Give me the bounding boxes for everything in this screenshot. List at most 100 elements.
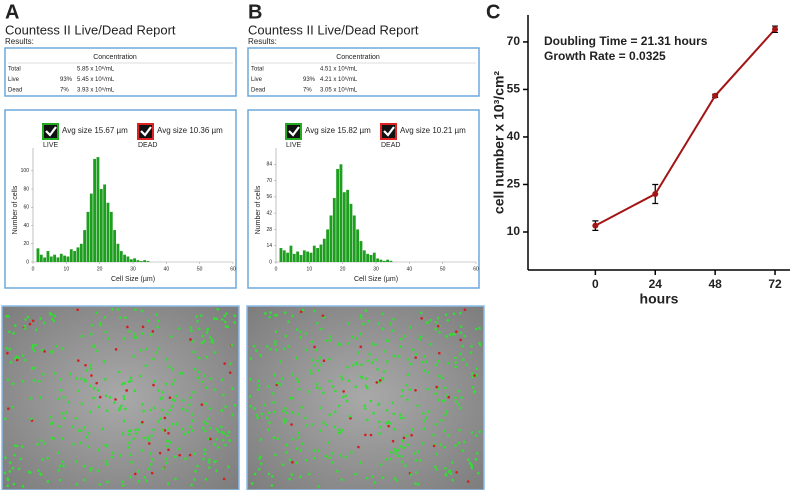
cell-dot [172, 379, 176, 382]
cell-dot [336, 469, 339, 473]
cell-dot [191, 340, 195, 343]
cell-dot [171, 398, 175, 401]
histogram-bar [119, 251, 123, 262]
histogram-bar [352, 215, 356, 262]
cell-dot [124, 407, 127, 411]
cell-dot [419, 459, 422, 462]
cell-dot [305, 348, 308, 352]
cell-dot [368, 352, 371, 356]
cell-dot [8, 461, 12, 464]
cell-dot [9, 360, 13, 364]
cell-dot [342, 390, 345, 393]
cell-dot [150, 434, 154, 437]
histogram-bar [136, 260, 140, 262]
cell-dot [50, 313, 53, 317]
table-cell: 93% [60, 77, 73, 83]
histogram-bar [336, 168, 340, 262]
x-tick-label: 20 [97, 266, 103, 272]
y-axis-label: Number of cells [12, 185, 19, 234]
cell-dot [414, 389, 417, 392]
table-cell: 93% [303, 77, 316, 83]
histogram-bar [126, 256, 130, 262]
cell-dot [363, 404, 367, 407]
cell-dot [459, 338, 462, 342]
cell-dot [394, 452, 397, 455]
cell-dot [299, 449, 302, 452]
cell-dot [225, 312, 228, 315]
cell-dot [454, 365, 458, 369]
cell-dot [447, 395, 451, 399]
cell-dot [414, 356, 417, 359]
cell-dot [444, 466, 447, 470]
cell-dot [249, 357, 253, 360]
histogram-bar [372, 252, 376, 262]
cell-dot [298, 387, 301, 391]
cell-dot [434, 363, 438, 367]
cell-dot [288, 477, 291, 481]
cell-dot [321, 314, 325, 317]
cell-dot [414, 482, 417, 485]
cell-dot [104, 443, 107, 447]
histogram-bar [86, 211, 90, 262]
cell-dot [123, 381, 126, 385]
cell-dot [461, 358, 465, 362]
y-tick-label: 28 [266, 227, 272, 233]
cell-dot [400, 455, 403, 458]
cell-dot [319, 429, 322, 432]
cell-dot [24, 358, 27, 362]
cell-dot [355, 362, 359, 366]
cell-dot [89, 332, 93, 336]
cell-dot [198, 356, 201, 360]
cell-dot [174, 477, 177, 481]
cell-dot [209, 336, 212, 339]
cell-dot [31, 347, 34, 350]
cell-dot [204, 402, 207, 405]
cell-dot [30, 417, 33, 421]
cell-dot [215, 438, 219, 441]
cell-dot [36, 443, 39, 446]
histogram-bar [79, 243, 83, 262]
cell-dot [215, 317, 219, 321]
cell-dot [46, 480, 50, 483]
cell-dot [267, 472, 271, 476]
cell-dot [98, 395, 102, 399]
cell-dot [206, 328, 209, 331]
cell-dot [89, 469, 93, 472]
cell-dot [207, 461, 211, 464]
cell-dot [393, 477, 397, 480]
cell-dot [443, 445, 447, 449]
legend-avg: Avg size 10.36 µm [157, 126, 223, 135]
cell-dot [141, 325, 145, 329]
cell-dot [284, 419, 288, 422]
cell-dot [181, 427, 185, 431]
cell-dot [406, 398, 409, 402]
cell-dot [205, 331, 209, 334]
cell-dot [362, 322, 365, 326]
cell-dot [7, 330, 11, 334]
cell-dot [287, 345, 290, 348]
cell-dot [141, 402, 144, 406]
cell-dot [83, 378, 87, 382]
cell-dot [217, 446, 220, 449]
cell-dot [438, 331, 441, 334]
cell-dot [438, 374, 441, 378]
cell-dot [294, 356, 298, 360]
cell-dot [222, 432, 226, 435]
cell-dot [203, 448, 207, 452]
cell-dot [283, 421, 286, 424]
cell-dot [320, 327, 323, 331]
cell-dot [224, 443, 227, 447]
y-tick-label: 40 [507, 129, 521, 143]
cell-dot [230, 343, 234, 347]
cell-dot [87, 445, 91, 449]
cell-dot [49, 350, 53, 354]
cell-dot [340, 375, 343, 378]
legend-checkbox [285, 123, 302, 140]
cell-dot [400, 460, 404, 464]
cell-dot [213, 351, 217, 354]
cell-dot [177, 447, 181, 450]
results-label: Results: [248, 37, 277, 46]
cell-dot [111, 451, 115, 455]
cell-dot [134, 428, 137, 432]
cell-dot [171, 382, 174, 386]
